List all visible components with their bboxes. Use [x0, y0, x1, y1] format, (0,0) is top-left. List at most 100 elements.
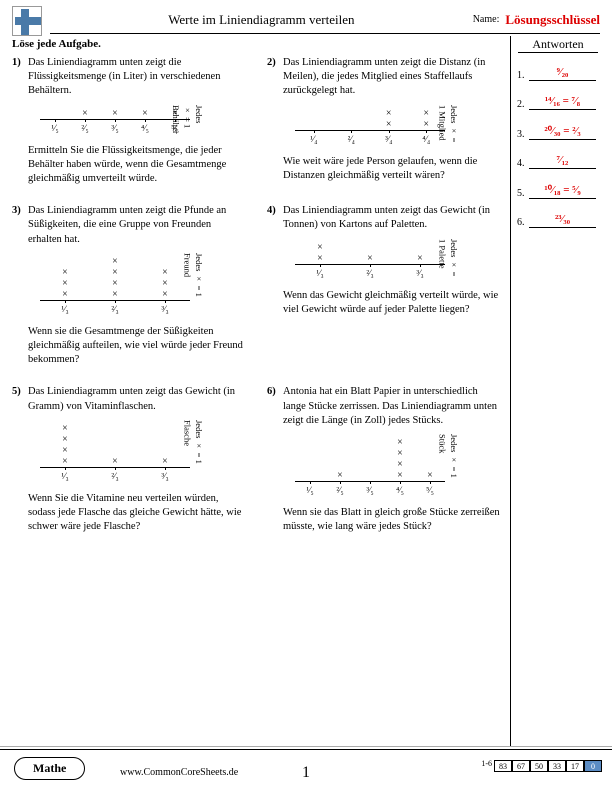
subject-badge: Mathe — [14, 757, 85, 780]
score-boxes: 83675033170 — [494, 760, 602, 772]
problem-question: Wenn sie die Gesamtmenge der Süßigkeiten… — [28, 325, 245, 368]
x-mark: × — [386, 120, 392, 130]
line-plot: ××××××××××¹⁄₃²⁄₃³⁄₃Jedes × = 1 Freund — [40, 257, 190, 315]
tick-label: ¹⁄₃ — [56, 470, 74, 482]
answers-panel: 1.⁹⁄₂₀2.¹⁴⁄₁₆ = ⁷⁄₈3.²⁰⁄₃₀ = ²⁄₃4.⁷⁄₁₂5.… — [510, 36, 602, 746]
x-mark: × — [317, 243, 323, 253]
plot-legend: Jedes × = 1 Flasche — [181, 420, 204, 482]
footer: Mathe www.CommonCoreSheets.de 1 1-6 8367… — [0, 746, 612, 792]
tick-label: ¹⁄₃ — [311, 267, 329, 279]
tick-label: ⁴⁄₅ — [136, 122, 154, 134]
line-plot: ××××××¹⁄₅²⁄₅³⁄₅⁴⁄₅⁵⁄₅Jedes × = 1 Stück — [295, 438, 445, 496]
answer-number: 1. — [517, 70, 529, 81]
x-mark: × — [62, 290, 68, 300]
x-mark: × — [62, 457, 68, 467]
plot-legend: Jedes × = 1 Freund — [181, 253, 204, 315]
tick-label: ¹⁄₅ — [301, 484, 319, 496]
x-mark: × — [337, 471, 343, 481]
problem-number: 2) — [267, 56, 283, 70]
score-range: 1-6 — [481, 759, 492, 768]
score-cell: 0 — [584, 760, 602, 772]
x-mark: × — [62, 424, 68, 434]
problem-text: Das Liniendiagramm unten zeigt die Flüss… — [28, 56, 245, 99]
answer-value: ²⁰⁄₃₀ = ²⁄₃ — [529, 124, 596, 140]
answer-value: ⁹⁄₂₀ — [529, 66, 596, 81]
problem-number: 4) — [267, 204, 283, 218]
answer-number: 4. — [517, 158, 529, 169]
plot-legend: Jedes × = 1 Behälter — [170, 105, 204, 134]
tick-label: ²⁄₅ — [76, 122, 94, 134]
x-mark: × — [162, 268, 168, 278]
problem-question: Wenn sie das Blatt in gleich große Stück… — [283, 506, 500, 534]
tick-label: ³⁄₃ — [156, 303, 174, 315]
answer-number: 3. — [517, 129, 529, 140]
problem: 6)Antonia hat ein Blatt Papier in unters… — [267, 385, 502, 534]
x-mark: × — [142, 109, 148, 119]
tick-label: ⁴⁄₅ — [391, 484, 409, 496]
problem-number: 1) — [12, 56, 28, 70]
tick-label: ²⁄₃ — [361, 267, 379, 279]
problems-area: 1)Das Liniendiagramm unten zeigt die Flü… — [12, 56, 502, 742]
problem-text: Das Liniendiagramm unten zeigt das Gewic… — [283, 204, 500, 232]
line-plot: ××××××¹⁄₃²⁄₃³⁄₃Jedes × = 1 Flasche — [40, 424, 190, 482]
x-mark: × — [112, 279, 118, 289]
x-mark: × — [112, 109, 118, 119]
score-cell: 67 — [512, 760, 530, 772]
tick-label: ²⁄₃ — [106, 470, 124, 482]
x-mark: × — [386, 109, 392, 119]
plot-legend: Jedes × = 1 Palette — [436, 239, 459, 279]
plot-legend: Jedes × = 1 Mitglied — [436, 105, 459, 145]
answer-line: 2.¹⁴⁄₁₆ = ⁷⁄₈ — [517, 95, 596, 110]
header: Werte im Liniendiagramm verteilen Name: … — [50, 6, 600, 34]
instruction: Löse jede Aufgabe. — [12, 38, 101, 50]
line-plot: ××××¹⁄₅²⁄₅³⁄₅⁴⁄₅⁵⁄₅Jedes × = 1 Behälter — [40, 109, 190, 134]
answer-number: 6. — [517, 217, 529, 228]
tick-label: ³⁄₃ — [411, 267, 429, 279]
answer-key-label: Lösungsschlüssel — [505, 12, 600, 28]
worksheet-title: Werte im Liniendiagramm verteilen — [50, 12, 473, 28]
problem-question: Ermitteln Sie die Flüssigkeitsmenge, die… — [28, 144, 245, 187]
answer-value: ¹⁴⁄₁₆ = ⁷⁄₈ — [529, 95, 596, 110]
tick-label: ²⁄₄ — [342, 133, 360, 145]
tick-label: ³⁄₄ — [380, 133, 398, 145]
problem: 1)Das Liniendiagramm unten zeigt die Flü… — [12, 56, 247, 186]
problem-text: Das Liniendiagramm unten zeigt das Gewic… — [28, 385, 245, 413]
x-mark: × — [423, 120, 429, 130]
answer-value: ¹⁰⁄₁₈ = ⁵⁄₉ — [529, 183, 596, 199]
x-mark: × — [397, 460, 403, 470]
problem-question: Wenn das Gewicht gleichmäßig verteilt wü… — [283, 289, 500, 317]
answer-line: 1.⁹⁄₂₀ — [517, 66, 596, 81]
tick-label: ¹⁄₅ — [46, 122, 64, 134]
x-mark: × — [162, 290, 168, 300]
tick-label: ²⁄₃ — [106, 303, 124, 315]
x-mark: × — [423, 109, 429, 119]
problem: 4)Das Liniendiagramm unten zeigt das Gew… — [267, 204, 502, 367]
x-mark: × — [397, 471, 403, 481]
problem-text: Das Liniendiagramm unten zeigt die Dista… — [283, 56, 500, 99]
x-mark: × — [62, 279, 68, 289]
answer-line: 4.⁷⁄₁₂ — [517, 154, 596, 169]
x-mark: × — [112, 257, 118, 267]
answer-number: 2. — [517, 99, 529, 110]
score-cell: 17 — [566, 760, 584, 772]
problem-number: 6) — [267, 385, 283, 399]
name-label: Name: — [473, 14, 500, 25]
tick-label: ¹⁄₄ — [305, 133, 323, 145]
answer-value: ⁷⁄₁₂ — [529, 154, 596, 169]
logo-icon — [12, 6, 42, 36]
problem-number: 5) — [12, 385, 28, 399]
x-mark: × — [62, 435, 68, 445]
x-mark: × — [82, 109, 88, 119]
footer-url: www.CommonCoreSheets.de — [120, 767, 238, 778]
x-mark: × — [62, 268, 68, 278]
x-mark: × — [62, 446, 68, 456]
answer-line: 3.²⁰⁄₃₀ = ²⁄₃ — [517, 124, 596, 140]
score-cell: 33 — [548, 760, 566, 772]
problem-number: 3) — [12, 204, 28, 218]
tick-label: ¹⁄₃ — [56, 303, 74, 315]
problem: 3)Das Liniendiagramm unten zeigt die Pfu… — [12, 204, 247, 367]
line-plot: ××××¹⁄₃²⁄₃³⁄₃Jedes × = 1 Palette — [295, 243, 445, 279]
tick-label: ³⁄₃ — [156, 470, 174, 482]
score-cell: 50 — [530, 760, 548, 772]
problem: 2)Das Liniendiagramm unten zeigt die Dis… — [267, 56, 502, 186]
